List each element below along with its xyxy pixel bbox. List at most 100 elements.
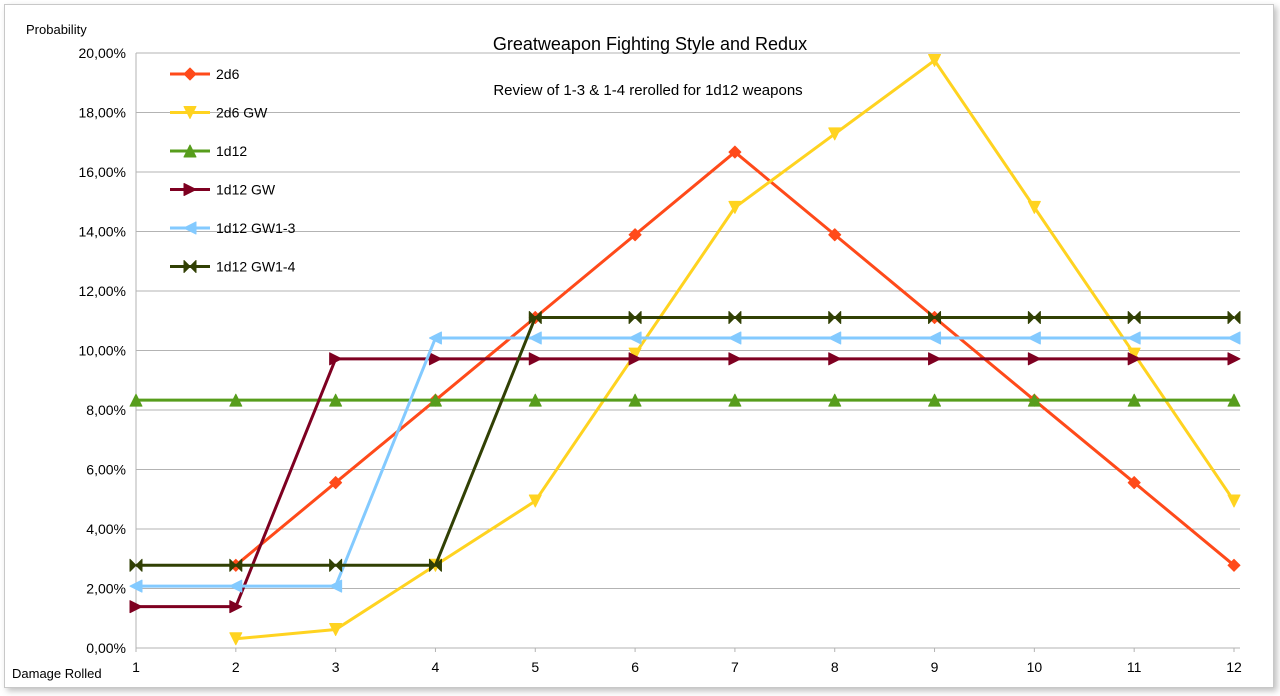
- x-tick-label: 10: [1027, 659, 1043, 675]
- y-tick-label: 8,00%: [86, 402, 126, 418]
- legend-item-1d12-gw1-3: 1d12 GW1-3: [170, 220, 296, 236]
- data-point: [229, 579, 243, 593]
- data-point: [1227, 331, 1241, 345]
- data-point: [1227, 352, 1241, 366]
- data-point: [928, 393, 942, 407]
- data-point: [728, 331, 742, 345]
- data-point: [528, 393, 542, 407]
- y-tick-label: 6,00%: [86, 462, 126, 478]
- data-point: [828, 352, 842, 366]
- y-tick-label: 18,00%: [79, 105, 126, 121]
- y-tick-label: 16,00%: [79, 164, 126, 180]
- series-line: [136, 315, 1234, 567]
- series-line: [136, 357, 1234, 609]
- data-point: [1027, 352, 1041, 366]
- data-point: [1227, 393, 1241, 407]
- y-tick-label: 4,00%: [86, 521, 126, 537]
- axes: 0,00% 2,00% 4,00% 6,00% 8,00% 10,00% 12,00% 14,…: [79, 45, 1242, 675]
- data-point: [329, 558, 343, 572]
- x-tick-label: 12: [1226, 659, 1242, 675]
- data-point: [428, 352, 442, 366]
- chart-subtitle: Review of 1-3 & 1-4 rerolled for 1d12 we…: [493, 82, 802, 99]
- legend-label: 1d12 GW1-4: [216, 259, 296, 275]
- data-point: [129, 600, 143, 614]
- data-point: [1127, 352, 1141, 366]
- legend: 2d6 2d6 GW 1d12 1d12 GW 1d12 GW1-3 1d12 GW1-4: [170, 66, 296, 275]
- series-1d12-gw1-4: [129, 310, 1241, 572]
- series-lines: [129, 53, 1241, 646]
- data-point: [1227, 558, 1241, 572]
- data-point: [229, 600, 243, 614]
- data-point: [428, 558, 442, 572]
- legend-item-1d12: 1d12: [170, 143, 247, 159]
- legend-label: 1d12: [216, 143, 247, 159]
- data-point: [628, 393, 642, 407]
- data-point: [828, 228, 842, 242]
- series-1d12-gw: [129, 352, 1241, 614]
- data-point: [828, 331, 842, 345]
- data-point: [628, 331, 642, 345]
- data-point: [1127, 310, 1141, 324]
- legend-marker: [183, 106, 197, 119]
- data-point: [628, 352, 642, 366]
- data-point: [828, 310, 842, 324]
- x-tick-label: 3: [332, 659, 340, 675]
- series-1d12-gw1-3: [129, 331, 1241, 593]
- data-point: [428, 331, 442, 345]
- data-point: [928, 331, 942, 345]
- gridlines: [136, 52, 1240, 649]
- data-point: [728, 310, 742, 324]
- data-point: [928, 352, 942, 366]
- data-point: [1027, 331, 1041, 345]
- data-point: [229, 393, 243, 407]
- x-tick-label: 5: [531, 659, 539, 675]
- x-tick-label: 11: [1127, 659, 1142, 675]
- data-point: [129, 558, 143, 572]
- legend-marker: [183, 260, 197, 273]
- data-point: [1227, 310, 1241, 324]
- data-point: [928, 53, 942, 67]
- x-tick-label: 8: [831, 659, 839, 675]
- data-point: [528, 494, 542, 508]
- data-point: [528, 310, 542, 324]
- data-point: [329, 476, 343, 490]
- y-axis-label: Probability: [26, 22, 87, 37]
- legend-marker: [183, 221, 197, 235]
- data-point: [1027, 200, 1041, 214]
- data-point: [1027, 393, 1041, 407]
- y-tick-label: 20,00%: [79, 45, 126, 61]
- series-line: [136, 336, 1234, 588]
- legend-item-1d12-gw1-4: 1d12 GW1-4: [170, 259, 296, 275]
- y-tick-label: 2,00%: [86, 581, 126, 597]
- data-point: [528, 331, 542, 345]
- data-point: [229, 558, 243, 572]
- data-point: [129, 393, 143, 407]
- x-tick-label: 6: [631, 659, 639, 675]
- series-2d6-gw: [229, 53, 1241, 646]
- data-point: [728, 393, 742, 407]
- y-tick-label: 12,00%: [79, 283, 126, 299]
- x-tick-label: 1: [132, 659, 140, 675]
- data-point: [1127, 331, 1141, 345]
- x-tick-label: 2: [232, 659, 240, 675]
- y-tick-label: 0,00%: [86, 640, 126, 656]
- data-point: [229, 632, 243, 646]
- x-axis-label: Damage Rolled: [12, 666, 102, 681]
- data-point: [329, 393, 343, 407]
- chart-title: Greatweapon Fighting Style and Redux: [493, 34, 807, 54]
- data-point: [329, 352, 343, 366]
- legend-marker: [183, 183, 197, 196]
- y-tick-label: 14,00%: [79, 224, 126, 240]
- legend-marker: [183, 67, 197, 81]
- data-point: [828, 127, 842, 141]
- legend-marker: [183, 144, 197, 158]
- data-point: [928, 310, 942, 324]
- legend-label: 1d12 GW: [216, 182, 276, 198]
- y-tick-label: 10,00%: [79, 343, 126, 359]
- data-point: [528, 352, 542, 366]
- x-tick-label: 9: [931, 659, 939, 675]
- data-point: [129, 579, 143, 593]
- data-point: [728, 200, 742, 214]
- data-point: [828, 393, 842, 407]
